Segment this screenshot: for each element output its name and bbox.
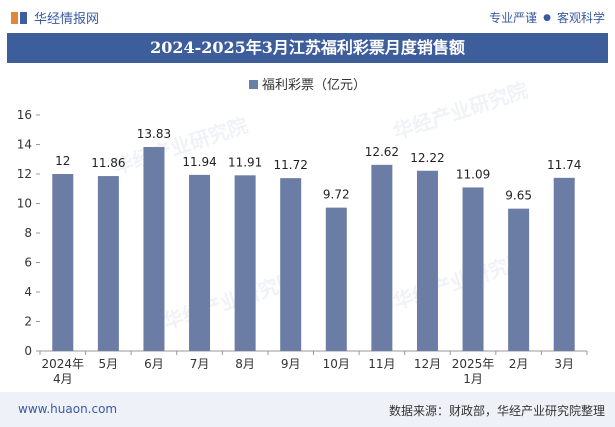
y-tick-label: 6	[24, 256, 32, 270]
brand-name: 华经情报网	[34, 12, 100, 27]
chart-title: 2024-2025年3月江苏福利彩票月度销售额	[7, 33, 608, 63]
y-tick-label: 2	[24, 315, 32, 329]
y-tick-label: 10	[17, 197, 32, 211]
y-tick-label: 8	[24, 226, 32, 240]
y-tick-label: 0	[24, 344, 32, 358]
footer-site-link[interactable]: www.huaon.com	[18, 402, 118, 416]
top-bar: 华经情报网 专业严谨 ● 客观科学	[0, 0, 615, 33]
footer: www.huaon.com 数据来源：财政部，华经产业研究院整理	[0, 392, 615, 427]
bar	[97, 176, 119, 351]
y-tick-label: 14	[17, 138, 32, 152]
legend-swatch	[248, 80, 258, 89]
bar	[462, 187, 484, 351]
bar	[371, 164, 393, 351]
bar	[553, 177, 575, 351]
slogan-left: 专业严谨	[489, 11, 538, 25]
bar	[280, 178, 302, 351]
data-label: 11.74	[547, 158, 581, 172]
data-label: 12	[55, 154, 70, 168]
data-label: 11.09	[456, 167, 490, 181]
data-label: 12.62	[365, 145, 399, 159]
bar	[143, 147, 165, 351]
bar	[234, 175, 256, 351]
legend-label: 福利彩票（亿元）	[261, 78, 366, 93]
x-tick-label: 3月	[554, 357, 574, 371]
data-label: 9.72	[323, 188, 350, 202]
y-tick-label: 12	[17, 167, 32, 181]
footer-source: 数据来源：财政部，华经产业研究院整理	[388, 404, 605, 418]
x-tick-label: 7月	[190, 357, 210, 371]
data-label: 9.65	[505, 189, 532, 203]
data-label: 12.22	[410, 151, 444, 165]
data-label: 11.72	[274, 158, 308, 172]
slogan: 专业严谨 ● 客观科学	[489, 9, 605, 26]
data-label: 11.86	[91, 156, 125, 170]
x-tick-label: 10月	[323, 357, 350, 371]
huajing-logo-icon	[11, 11, 27, 24]
slogan-right: 客观科学	[556, 11, 605, 25]
bar	[325, 207, 347, 351]
x-tick-label: 9月	[281, 357, 301, 371]
x-tick-label: 12月	[414, 357, 441, 371]
data-label: 11.94	[182, 155, 216, 169]
bar	[508, 208, 530, 351]
y-tick-label: 16	[17, 108, 32, 122]
x-tick-label: 8月	[235, 357, 255, 371]
brand[interactable]: 华经情报网	[10, 8, 99, 27]
data-label: 11.91	[228, 155, 262, 169]
x-tick-label: 5月	[99, 357, 119, 371]
x-tick-label: 2024年 4月	[42, 357, 85, 386]
x-tick-label: 11月	[368, 357, 395, 371]
x-tick-label: 2025年 1月	[452, 357, 495, 386]
bullet-icon: ●	[543, 12, 551, 23]
x-tick-label: 6月	[144, 357, 164, 371]
y-tick-label: 4	[24, 285, 32, 299]
bar	[189, 174, 211, 351]
bar-chart: 0 2 4 6 8 10 12 14 16 12 2024年 4月 11.86 5月 13.83 6月 11.9…	[17, 108, 588, 386]
chart-legend: 福利彩票（亿元）	[0, 74, 615, 93]
bar	[416, 170, 438, 351]
data-label: 13.83	[137, 127, 171, 141]
bar	[52, 174, 74, 351]
x-tick-label: 2月	[509, 357, 529, 371]
